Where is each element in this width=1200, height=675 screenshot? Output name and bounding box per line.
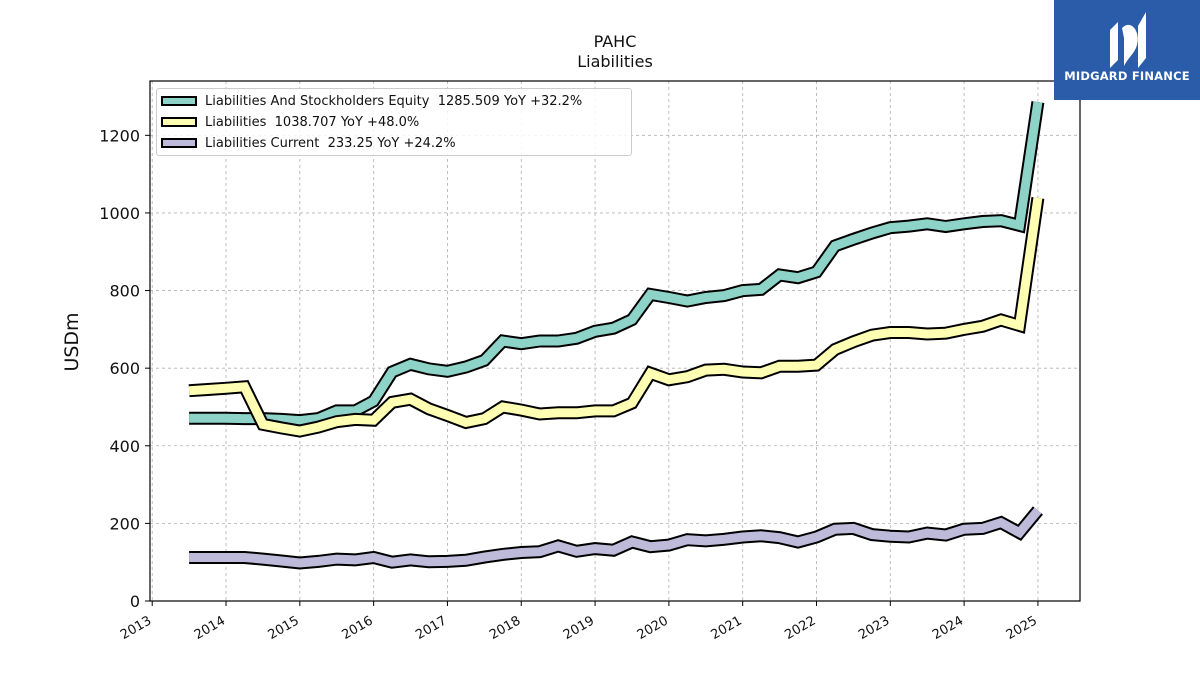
legend-swatch-current (161, 138, 197, 148)
legend-label-liabilities: Liabilities 1038.707 YoY +48.0% (205, 114, 420, 130)
x-tick-label: 2013 (118, 613, 154, 643)
y-tick-label: 1000 (99, 204, 140, 223)
midgard-logo-icon (1110, 12, 1146, 68)
brand-name: MIDGARD FINANCE (1064, 69, 1190, 83)
y-tick-label: 200 (109, 514, 140, 533)
legend-label-current: Liabilities Current 233.25 YoY +24.2% (205, 135, 456, 151)
y-tick-label: 0 (130, 592, 140, 611)
legend-swatch-equity (161, 96, 197, 106)
legend-item-liabilities: Liabilities 1038.707 YoY +48.0% (161, 113, 419, 131)
x-tick-label: 2021 (709, 613, 745, 643)
y-tick-label: 600 (109, 359, 140, 378)
plot-frame (149, 80, 1081, 602)
x-tick-label: 2025 (1004, 613, 1040, 643)
x-tick-label: 2014 (192, 613, 228, 643)
x-tick-label: 2024 (930, 613, 966, 643)
x-tick-label: 2015 (266, 613, 302, 643)
plot-area (150, 81, 1080, 601)
brand-logo: MIDGARD FINANCE (1054, 0, 1200, 100)
legend-swatch-liabilities (161, 117, 197, 127)
x-tick-label: 2017 (413, 613, 449, 643)
legend-label-equity: Liabilities And Stockholders Equity 1285… (205, 93, 583, 109)
series-line-equity (189, 101, 1043, 426)
x-tick-label: 2018 (487, 613, 523, 643)
y-tick-label: 1200 (99, 126, 140, 145)
x-tick-label: 2016 (339, 613, 375, 643)
x-tick-label: 2023 (856, 613, 892, 643)
chart-title: PAHC (593, 32, 637, 51)
y-axis-label: USDm (61, 312, 83, 372)
chart-subtitle: Liabilities (577, 52, 653, 71)
legend-item-current: Liabilities Current 233.25 YoY +24.2% (161, 134, 456, 152)
y-tick-label: 400 (109, 437, 140, 456)
y-tick-label: 800 (109, 282, 140, 301)
series-line-liabilities (188, 197, 1043, 436)
x-tick-label: 2020 (635, 613, 671, 643)
legend-item-equity: Liabilities And Stockholders Equity 1285… (161, 92, 582, 110)
x-tick-label: 2022 (782, 613, 818, 643)
chart-legend: Liabilities And Stockholders Equity 1285… (156, 88, 632, 156)
x-tick-label: 2019 (561, 613, 597, 643)
series-line-current (189, 507, 1042, 568)
